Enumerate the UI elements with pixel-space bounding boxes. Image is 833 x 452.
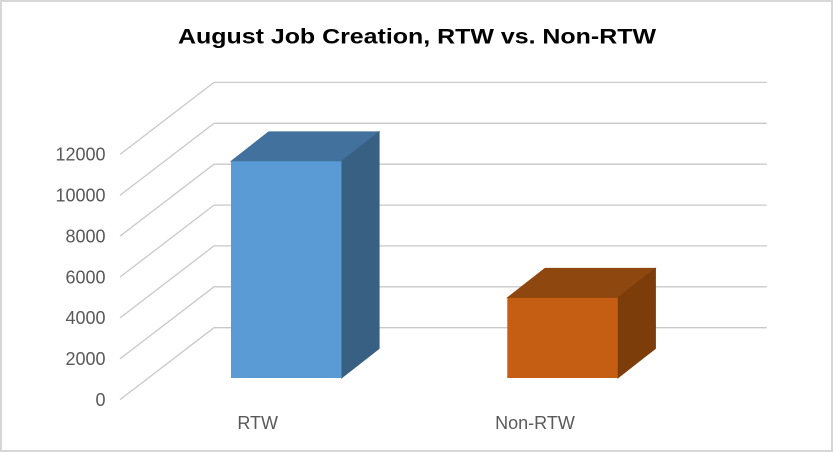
svg-text:Non-RTW: Non-RTW <box>495 413 575 433</box>
svg-text:12000: 12000 <box>55 145 105 165</box>
svg-text:10000: 10000 <box>55 186 105 206</box>
svg-text:August Job Creation, RTW vs. N: August Job Creation, RTW vs. Non-RTW <box>178 25 657 49</box>
svg-text:0: 0 <box>95 390 105 410</box>
svg-text:4000: 4000 <box>65 308 105 328</box>
svg-text:6000: 6000 <box>65 267 105 287</box>
svg-text:RTW: RTW <box>237 413 278 433</box>
svg-text:8000: 8000 <box>65 226 105 246</box>
svg-text:2000: 2000 <box>65 349 105 369</box>
